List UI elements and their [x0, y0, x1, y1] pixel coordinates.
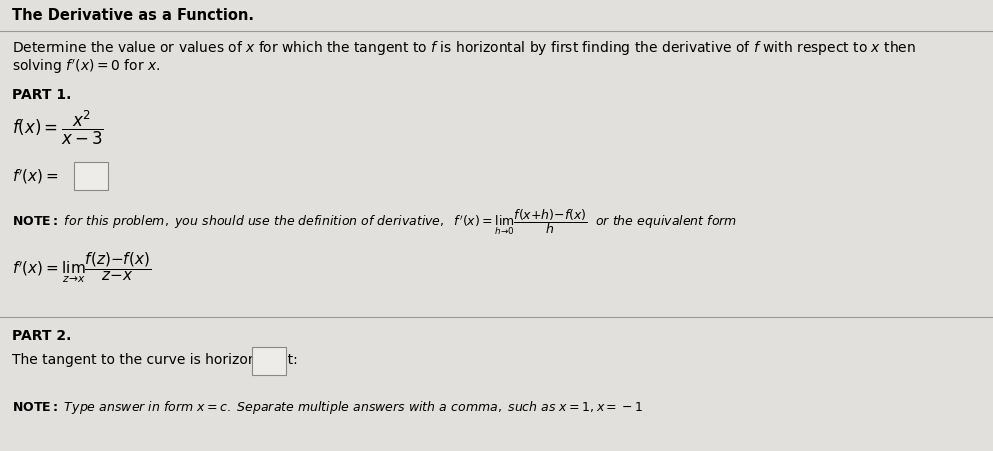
- Text: The tangent to the curve is horizontal at:: The tangent to the curve is horizontal a…: [12, 352, 298, 366]
- Text: solving $f'(x) = 0$ for $x$.: solving $f'(x) = 0$ for $x$.: [12, 58, 161, 76]
- Text: $f(x) = \dfrac{x^2}{x-3}$: $f(x) = \dfrac{x^2}{x-3}$: [12, 109, 104, 147]
- Text: PART 2.: PART 2.: [12, 328, 71, 342]
- Text: $f'(x) =$: $f'(x) =$: [12, 167, 59, 186]
- Text: PART 1.: PART 1.: [12, 88, 71, 102]
- Text: Determine the value or values of $x$ for which the tangent to $f$ is horizontal : Determine the value or values of $x$ for…: [12, 39, 916, 57]
- FancyBboxPatch shape: [252, 347, 286, 375]
- Text: $\mathbf{NOTE:}$ $\mathit{Type\ answer\ in\ form}$ $x = c.$ $\mathit{Separate\ m: $\mathbf{NOTE:}$ $\mathit{Type\ answer\ …: [12, 399, 642, 415]
- Text: $f'(x) = \lim_{z \to x} \dfrac{f(z)-f(x)}{z-x}$: $f'(x) = \lim_{z \to x} \dfrac{f(z)-f(x)…: [12, 250, 151, 285]
- FancyBboxPatch shape: [74, 163, 108, 191]
- Text: $\mathbf{NOTE:}$ $\mathit{for\ this\ problem,\ you\ should\ use\ the\ definition: $\mathbf{NOTE:}$ $\mathit{for\ this\ pro…: [12, 207, 737, 236]
- Text: The Derivative as a Function.: The Derivative as a Function.: [12, 9, 254, 23]
